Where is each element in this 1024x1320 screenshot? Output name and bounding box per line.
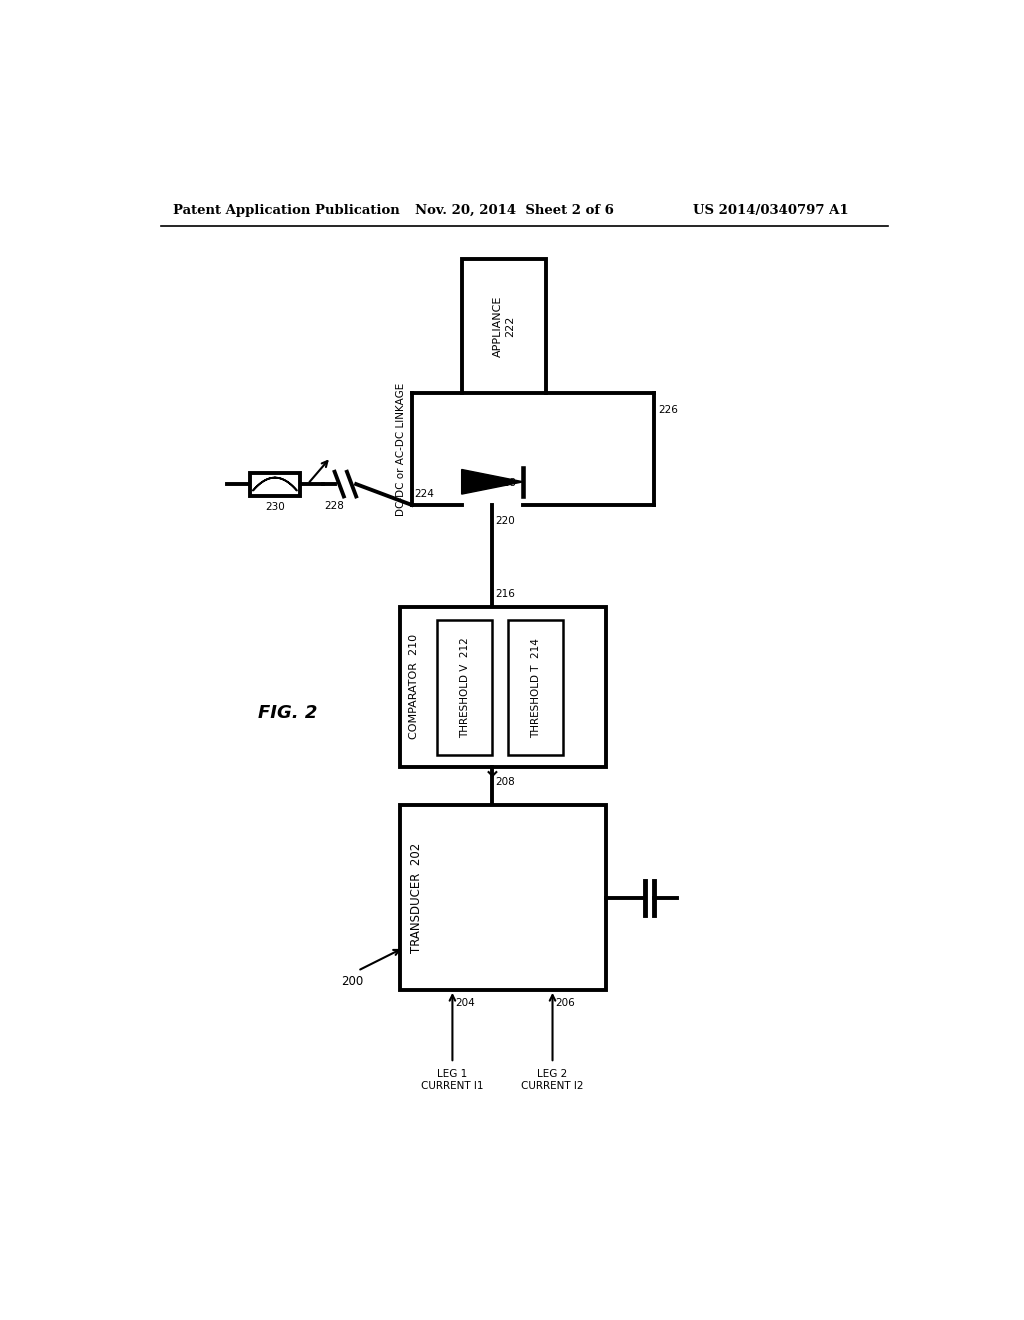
Text: 200: 200 (341, 974, 364, 987)
Bar (462, 259, 547, 393)
Text: THRESHOLD T  214: THRESHOLD T 214 (530, 638, 541, 738)
Text: APPLIANCE
222: APPLIANCE 222 (494, 296, 515, 356)
Text: 206: 206 (556, 998, 575, 1007)
Text: 226: 226 (658, 405, 678, 414)
Text: LEG 1
CURRENT I1: LEG 1 CURRENT I1 (421, 1069, 483, 1090)
Text: DC-DC or AC-DC LINKAGE: DC-DC or AC-DC LINKAGE (396, 383, 406, 516)
Text: 204: 204 (456, 998, 475, 1007)
Text: 228: 228 (325, 502, 344, 511)
Text: Nov. 20, 2014  Sheet 2 of 6: Nov. 20, 2014 Sheet 2 of 6 (416, 205, 614, 218)
Text: 216: 216 (495, 589, 515, 599)
Text: COMPARATOR  210: COMPARATOR 210 (409, 634, 419, 739)
Text: 230: 230 (265, 502, 285, 512)
Text: LEG 2
CURRENT I2: LEG 2 CURRENT I2 (521, 1069, 584, 1090)
Text: FIG. 2: FIG. 2 (258, 704, 317, 722)
Text: Patent Application Publication: Patent Application Publication (173, 205, 399, 218)
Text: 224: 224 (414, 488, 434, 499)
Polygon shape (462, 470, 523, 494)
Text: THRESHOLD V  212: THRESHOLD V 212 (460, 638, 470, 738)
Bar (508, 620, 563, 755)
Text: 220: 220 (495, 516, 514, 527)
Text: TRANSDUCER  202: TRANSDUCER 202 (411, 842, 424, 953)
Text: US 2014/0340797 A1: US 2014/0340797 A1 (692, 205, 848, 218)
Bar (400, 805, 606, 990)
Text: 218: 218 (497, 478, 516, 488)
Bar (437, 620, 493, 755)
Bar (400, 607, 606, 767)
Bar (250, 473, 300, 496)
Text: 208: 208 (495, 777, 514, 788)
